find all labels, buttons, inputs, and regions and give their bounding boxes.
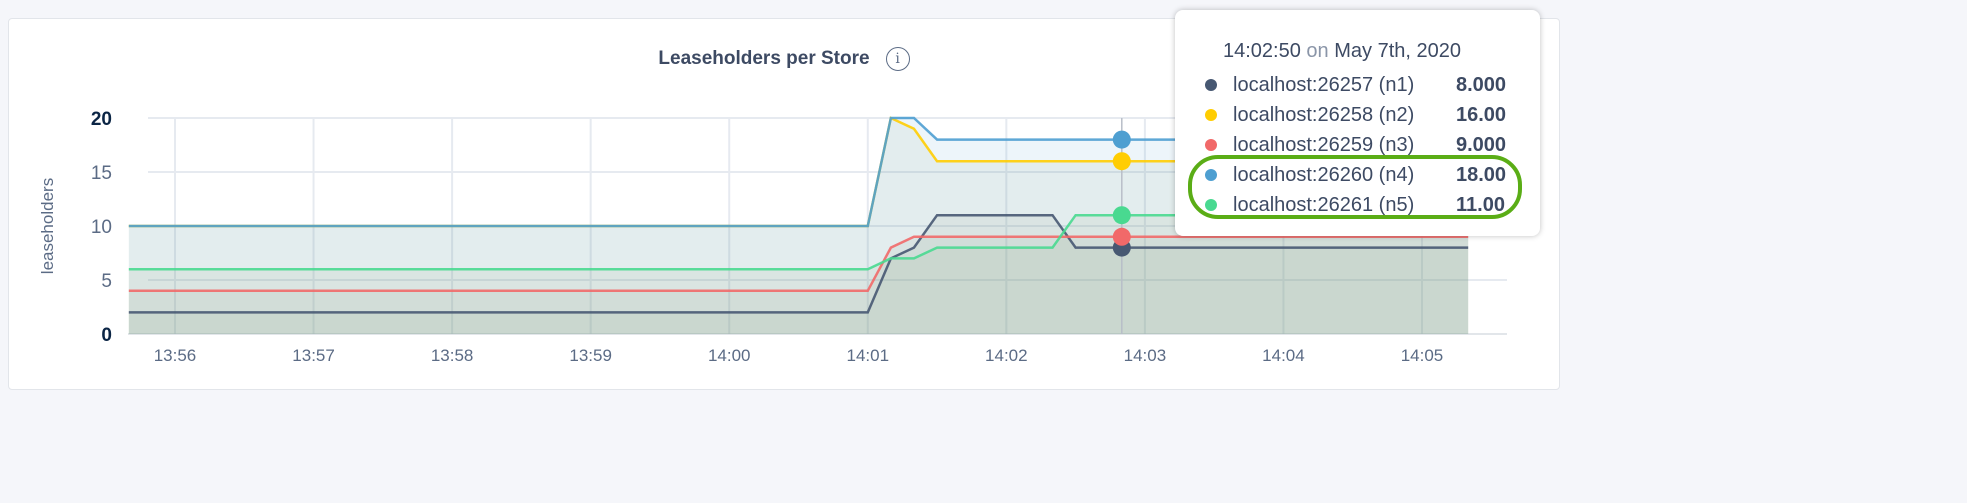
tooltip-date: May 7th, 2020 [1334, 40, 1461, 62]
info-icon[interactable]: i [885, 47, 910, 71]
y-tick-label: 15 [91, 163, 112, 184]
tooltip-row-label: localhost:26259 (n3) [1233, 133, 1415, 156]
x-tick-label: 13:59 [569, 346, 612, 365]
series-dot-icon [1205, 79, 1217, 91]
tooltip-row-value: 9.000 [1456, 133, 1507, 156]
series-area [128, 215, 1469, 334]
y-tick-label: 10 [91, 217, 112, 238]
series-area [128, 236, 1469, 334]
hover-point [1112, 227, 1131, 246]
tooltip-on: on [1306, 40, 1329, 62]
x-tick-label: 13:58 [431, 346, 474, 365]
series-line [128, 213, 1469, 271]
tooltip-row-label: localhost:26258 (n2) [1233, 103, 1415, 126]
y-tick-label: 20 [91, 109, 112, 130]
series-dot-icon [1205, 109, 1217, 121]
chart-title: Leaseholders per Store i [9, 47, 1559, 71]
x-tick-label: 14:03 [1124, 346, 1167, 365]
y-tick-label: 5 [101, 271, 112, 292]
hover-point [1112, 206, 1131, 225]
tooltip-row: localhost:26259 (n3) 9.000 [1205, 130, 1525, 160]
series-line [128, 213, 1469, 314]
y-tick-label: 0 [101, 325, 112, 346]
tooltip-row-label: localhost:26261 (n5) [1233, 193, 1415, 216]
x-tick-label: 14:00 [708, 346, 751, 365]
tooltip-row-label: localhost:26260 (n4) [1233, 163, 1415, 186]
tooltip: 14:02:50 on May 7th, 2020 localhost:2625… [1175, 10, 1540, 236]
tooltip-header: 14:02:50 on May 7th, 2020 [1223, 40, 1461, 63]
series-line [128, 116, 1469, 228]
tooltip-row: localhost:26257 (n1) 8.000 [1205, 70, 1525, 100]
hover-point [1112, 130, 1131, 149]
tooltip-row-value: 16.00 [1456, 103, 1507, 126]
series-dot-icon [1205, 139, 1217, 151]
x-tick-label: 14:01 [847, 346, 890, 365]
tooltip-row-value: 8.000 [1456, 73, 1507, 96]
x-tick-label: 14:02 [985, 346, 1028, 365]
highlight-ellipse [1188, 155, 1522, 219]
tooltip-row-label: localhost:26257 (n1) [1233, 73, 1415, 96]
series-line [128, 235, 1469, 293]
hover-point [1112, 152, 1131, 171]
x-tick-label: 13:56 [154, 346, 197, 365]
series-area [128, 215, 1469, 334]
x-tick-label: 14:04 [1262, 346, 1305, 365]
tooltip-row: localhost:26258 (n2) 16.00 [1205, 100, 1525, 130]
y-axis-label: leaseholders [38, 178, 57, 274]
chart-title-text: Leaseholders per Store [658, 48, 870, 70]
x-tick-label: 14:05 [1401, 346, 1444, 365]
tooltip-time: 14:02:50 [1223, 40, 1301, 62]
x-tick-label: 13:57 [292, 346, 335, 365]
